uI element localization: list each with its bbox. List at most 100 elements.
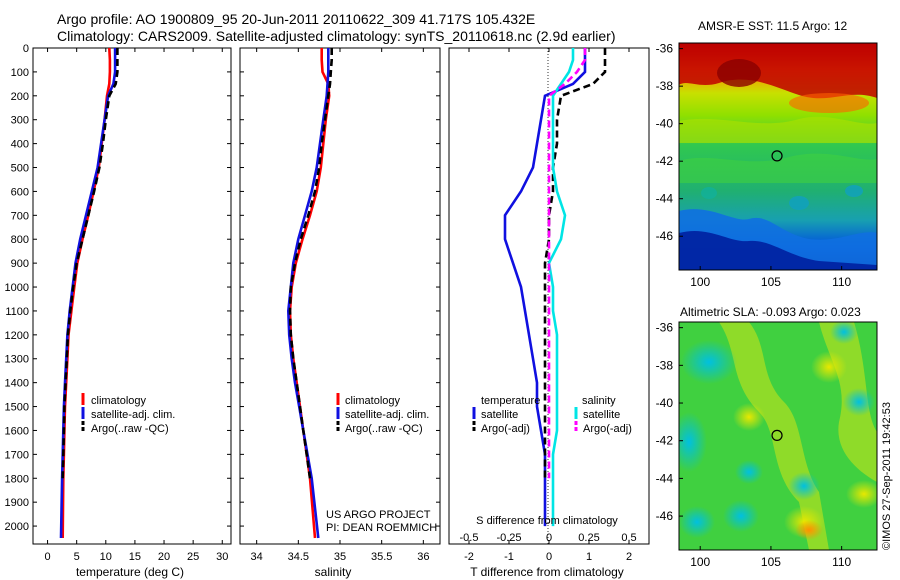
legend-label-temp-argo: Argo(-adj) — [481, 423, 530, 435]
map-y-tick-label: -46 — [656, 509, 674, 523]
sst-map-title: AMSR-E SST: 11.5 Argo: 12 — [698, 19, 848, 33]
x-tick-label: 35.5 — [371, 551, 392, 563]
sla-map-panel: 100 105 110 -36 -38 -40 -42 -44 -46 — [656, 321, 878, 569]
salinity-panel: 34 34.5 35 35.5 36 salinity climatology sate… — [239, 47, 441, 579]
x-tick-label: 10 — [100, 551, 112, 563]
map-x-tick-label: 105 — [761, 555, 781, 569]
salinity-xlabel: salinity — [315, 565, 352, 579]
temperature-xlabel: temperature (deg C) — [76, 565, 184, 579]
map-y-tick-label: -40 — [656, 396, 674, 410]
y-tick-label: 600 — [11, 186, 29, 198]
map-y-tick-label: -42 — [656, 154, 674, 168]
temperature-lines — [59, 47, 119, 539]
salinity-depth-ticks — [240, 47, 440, 527]
salinity-axes-frame — [239, 47, 441, 545]
map-y-tick-label: -36 — [656, 42, 674, 56]
y-tick-label: 900 — [11, 258, 29, 270]
x-tick-label: 35 — [334, 551, 346, 563]
y-tick-label: 0 — [23, 43, 29, 55]
legend-label-temp-satellite: satellite — [481, 409, 518, 421]
series-line-salinity-argo-adj- — [547, 48, 587, 479]
salinity-diff-tick-label: 0.25 — [578, 532, 599, 544]
series-line-satellite-adj-clim- — [59, 48, 117, 539]
salinity-legend: climatology satellite-adj. clim. Argo(..… — [336, 393, 429, 435]
x-tick-label: 15 — [129, 551, 141, 563]
salinity-diff-tick-label: -0.25 — [496, 532, 521, 544]
y-tick-label: 1300 — [5, 354, 29, 366]
map-x-tick-label: 110 — [832, 275, 851, 289]
difference-lines — [503, 48, 607, 527]
y-tick-label: 1600 — [5, 425, 29, 437]
temperature-axes-frame — [32, 47, 232, 545]
x-tick-label: 1 — [586, 551, 592, 563]
x-tick-label: 5 — [74, 551, 80, 563]
imos-timestamp: ©IMOS 27-Sep-2011 19:42:53 — [881, 402, 893, 550]
x-tick-label: -2 — [464, 551, 474, 563]
x-tick-label: 0 — [546, 551, 552, 563]
y-tick-label: 100 — [11, 67, 29, 79]
map-y-tick-label: -44 — [656, 192, 674, 206]
y-tick-label: 1700 — [5, 449, 29, 461]
salinity-lines — [286, 48, 334, 539]
difference-ticks: -2 -1 0 1 2 -0.5 -0.25 0 0.25 0.5 — [460, 48, 637, 563]
legend-label-climatology: climatology — [91, 395, 147, 407]
map-y-tick-label: -38 — [656, 358, 674, 372]
y-tick-label: 300 — [11, 115, 29, 127]
map-x-tick-label: 110 — [832, 555, 851, 569]
y-tick-label: 1200 — [5, 330, 29, 342]
sst-map-frame — [678, 42, 878, 271]
sla-map-ticks: 100 105 110 -36 -38 -40 -42 -44 -46 — [656, 321, 852, 569]
x-tick-label: 34 — [251, 551, 263, 563]
y-tick-label: 2000 — [5, 521, 29, 533]
y-tick-label: 200 — [11, 91, 29, 103]
y-tick-label: 500 — [11, 163, 29, 175]
pi-annotation: PI: DEAN ROEMMICH — [326, 522, 437, 534]
legend-label-sal-satellite: satellite — [583, 409, 620, 421]
temperature-panel: 0100200300400500600700800900100011001200… — [5, 43, 232, 579]
y-tick-label: 1800 — [5, 473, 29, 485]
salinity-diff-xlabel: S difference from climatology — [476, 515, 618, 527]
x-tick-label: 34.5 — [288, 551, 309, 563]
map-x-tick-label: 100 — [690, 555, 710, 569]
depth-ticks: 0 100 200 300 400 500 600 700 800 900 1000 1100 1200… — [5, 43, 231, 533]
sst-heatmap — [679, 43, 877, 270]
series-line-argo-raw-qc- — [61, 48, 119, 479]
x-tick-label: -1 — [504, 551, 514, 563]
temperature-diff-xlabel: T difference from climatology — [470, 565, 624, 579]
y-tick-label: 1500 — [5, 402, 29, 414]
legend-label-satellite: satellite-adj. clim. — [345, 409, 429, 421]
sla-heatmap — [679, 322, 877, 550]
temperature-legend: climatology satellite-adj. clim. Argo(..… — [81, 393, 175, 435]
legend-label-climatology: climatology — [345, 395, 401, 407]
difference-panel: -2 -1 0 1 2 -0.5 -0.25 0 0.25 0.5 S difference fr… — [448, 47, 650, 579]
legend-label-argo: Argo(..raw -QC) — [91, 423, 169, 435]
salinity-diff-tick-label: -0.5 — [460, 532, 479, 544]
y-tick-label: 1000 — [5, 282, 29, 294]
temperature-ticks: 0 5 10 15 20 25 30 — [44, 48, 228, 563]
difference-legend: temperature salinity satellite Argo(-adj… — [472, 395, 632, 435]
sla-map-title: Altimetric SLA: -0.093 Argo: 0.023 — [680, 305, 861, 319]
x-tick-label: 20 — [158, 551, 170, 563]
y-tick-label: 800 — [11, 234, 29, 246]
salinity-diff-tick-label: 0.5 — [621, 532, 636, 544]
series-line-climatology — [61, 47, 112, 539]
y-tick-label: 700 — [11, 210, 29, 222]
salinity-ticks: 34 34.5 35 35.5 36 — [251, 48, 429, 563]
map-x-tick-label: 100 — [690, 275, 710, 289]
sla-argo-marker — [771, 429, 783, 441]
x-tick-label: 25 — [187, 551, 199, 563]
profile-title: Argo profile: AO 1900809_95 20-Jun-2011 … — [57, 11, 536, 27]
sst-map-ticks: 100 105 110 -36 -38 -40 -42 -44 -46 — [656, 42, 852, 289]
series-line-temperature-satellite — [503, 48, 587, 527]
map-y-tick-label: -44 — [656, 471, 674, 485]
map-y-tick-label: -42 — [656, 434, 674, 448]
legend-label-argo: Argo(..raw -QC) — [345, 423, 423, 435]
y-tick-label: 1900 — [5, 497, 29, 509]
series-line-salinity-satellite — [547, 48, 575, 527]
series-line-temperature-argo-adj- — [543, 48, 607, 479]
map-y-tick-label: -38 — [656, 79, 674, 93]
legend-label-sal-argo: Argo(-adj) — [583, 423, 632, 435]
sst-argo-marker — [771, 150, 783, 162]
y-tick-label: 1400 — [5, 378, 29, 390]
